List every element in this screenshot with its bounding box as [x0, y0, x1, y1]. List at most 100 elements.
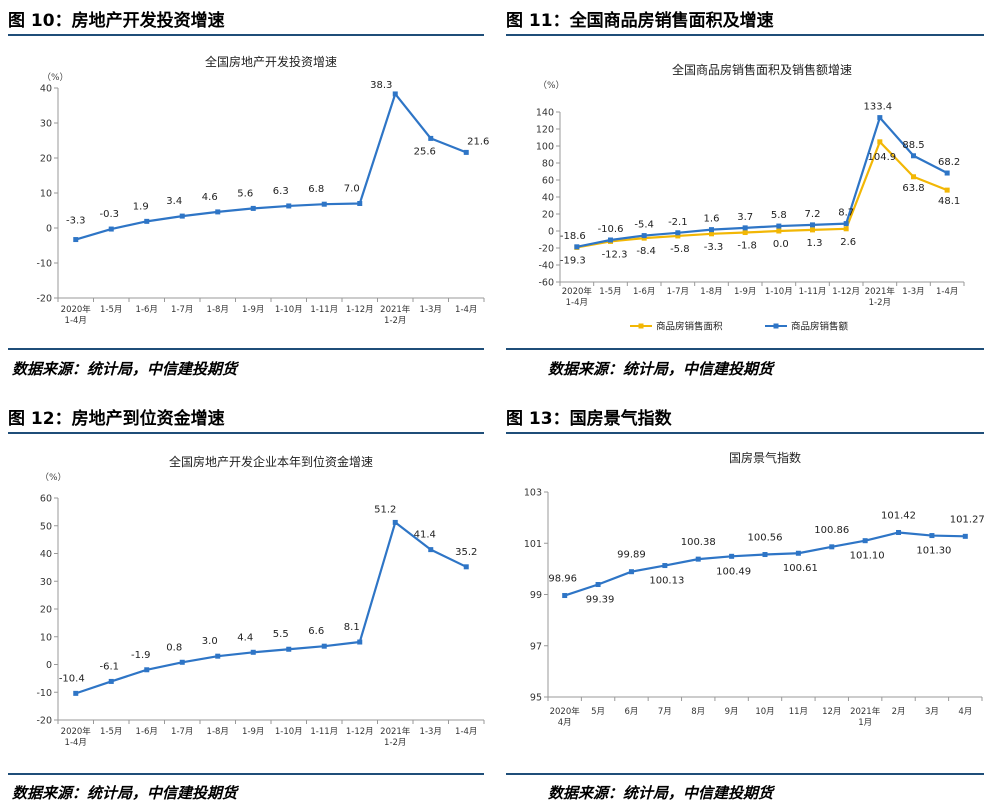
data-label: 41.4	[414, 530, 436, 541]
y-tick-label: -60	[538, 278, 554, 289]
x-tick-label: 2021年	[380, 304, 411, 315]
data-label: 1.9	[133, 201, 149, 212]
panel-fig12: 图 12：房地产到位资金增速 全国房地产开发企业本年到位资金增速 （%） -20 -1…	[8, 404, 485, 804]
source-text: 数据来源：统计局，中信建投期货	[12, 360, 238, 378]
y-tick-label: 103	[524, 488, 542, 499]
series-line	[75, 521, 467, 695]
x-tick-label: 1-2月	[869, 298, 891, 308]
data-label: -1.9	[131, 650, 151, 661]
data-point	[810, 227, 815, 233]
data-point	[562, 593, 568, 599]
chart-fig11: 全国商品房销售面积及销售额增速 （%） -60 -40 -20 0 20 40 60 80 100 1…	[536, 62, 965, 333]
chart-title: 全国房地产开发企业本年到位资金增速	[169, 454, 373, 469]
x-tick-label: 1-8月	[700, 287, 722, 297]
source-rule	[8, 773, 484, 775]
x-tick-label: 1-10月	[275, 305, 303, 315]
data-label: -19.3	[560, 255, 586, 266]
x-tick-label: 1-3月	[902, 287, 924, 297]
y-tick-label: 30	[40, 577, 52, 588]
data-point	[662, 563, 668, 569]
series-line	[576, 116, 948, 248]
data-label: 5.6	[237, 188, 253, 199]
x-tick-label: 2月	[892, 707, 906, 717]
y-unit-label: （%）	[538, 80, 565, 91]
y-tick-label: 60	[40, 494, 52, 505]
data-point	[776, 228, 782, 234]
y-tick-label: 97	[530, 641, 542, 652]
source-rule	[8, 348, 484, 350]
data-point	[641, 233, 647, 239]
data-point	[108, 678, 114, 684]
x-tick-label: 1-3月	[420, 727, 442, 737]
data-label: -10.4	[59, 673, 85, 684]
data-point	[709, 227, 714, 233]
data-label: 2.6	[840, 237, 856, 248]
data-label: 8.7	[838, 208, 854, 219]
x-tick-label: 1-4月	[455, 305, 477, 315]
data-point	[729, 553, 735, 559]
y-tick-label: 60	[542, 176, 554, 187]
data-point	[215, 653, 221, 659]
data-point	[463, 564, 469, 570]
y-tick-label: 40	[542, 193, 554, 204]
data-point	[675, 230, 681, 236]
data-point	[321, 643, 327, 649]
y-tick-label: -10	[36, 259, 52, 270]
x-tick-label: 1-5月	[100, 727, 122, 737]
title-rule	[8, 432, 484, 434]
x-tick-label: 1-4月	[65, 738, 87, 748]
panel-title: 图 12：房地产到位资金增速	[8, 409, 225, 429]
x-tick-label: 1-4月	[936, 287, 958, 297]
data-point	[962, 533, 968, 539]
x-tick-label: 1-10月	[275, 727, 303, 737]
data-point	[795, 550, 801, 556]
x-tick-label: 7月	[658, 707, 672, 717]
series-line	[576, 140, 948, 249]
data-point	[896, 529, 902, 535]
data-label: 3.7	[737, 212, 753, 223]
data-label: -1.8	[737, 241, 757, 252]
data-point	[608, 237, 613, 243]
data-label: 6.8	[308, 184, 324, 195]
y-tick-label: 10	[40, 632, 52, 643]
data-label: 88.5	[902, 140, 924, 151]
chart-fig10: 全国房地产开发投资增速（%）-20-100102030402020年1-4月1-…	[36, 54, 489, 326]
data-label: 100.38	[681, 537, 716, 548]
data-point	[144, 667, 150, 673]
data-label: 5.8	[771, 210, 787, 221]
data-label: 100.61	[783, 563, 818, 574]
data-label: 98.96	[548, 574, 577, 585]
y-tick-label: 40	[40, 84, 52, 95]
source-rule	[506, 773, 984, 775]
y-tick-label: 0	[46, 224, 52, 235]
data-point	[675, 233, 681, 239]
data-label: -5.8	[670, 244, 690, 255]
data-label: -12.3	[602, 249, 628, 260]
x-tick-label: 9月	[725, 707, 739, 717]
data-label: 48.1	[938, 196, 960, 207]
data-point	[944, 187, 950, 193]
legend-label: 商品房销售面积	[656, 321, 723, 333]
x-tick-label: 1-8月	[207, 727, 229, 737]
x-tick-label: 5月	[591, 707, 605, 717]
y-tick-label: -10	[36, 688, 52, 699]
x-tick-label: 6月	[625, 707, 639, 717]
x-tick-label: 1-11月	[310, 305, 338, 315]
y-tick-label: 20	[40, 154, 52, 165]
data-point	[179, 213, 185, 219]
data-point	[877, 139, 883, 145]
y-unit-label: （%）	[40, 472, 67, 483]
data-point	[929, 533, 935, 539]
y-tick-label: -20	[538, 244, 554, 255]
y-tick-label: 100	[536, 142, 554, 153]
data-label: 0.8	[166, 642, 182, 653]
data-point	[144, 218, 150, 224]
title-rule	[8, 34, 484, 36]
x-tick-label: 4月	[958, 707, 972, 717]
data-point	[911, 174, 916, 180]
chart-title: 国房景气指数	[729, 450, 801, 465]
panel-fig10: 图 10：房地产开发投资增速 全国房地产开发投资增速 （%） -20 -10 0 10 20…	[8, 6, 489, 381]
source-text: 数据来源：统计局，中信建投期货	[548, 784, 774, 802]
data-label: 99.39	[586, 595, 615, 606]
data-label: -8.4	[636, 246, 656, 257]
